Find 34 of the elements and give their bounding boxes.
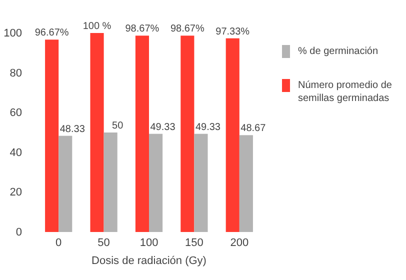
x-tick-label: 200 [230,236,249,249]
bar [239,135,253,232]
y-tick-label: 0 [16,226,22,239]
data-label: 49.33 [195,122,221,133]
bar [180,36,194,232]
bar [58,136,72,232]
y-tick-label: 100 [4,28,22,40]
x-tick-label: 50 [98,236,110,249]
y-tick-label: 80 [10,67,22,80]
bar [149,134,163,232]
legend-label: Número promedio de semillas germinadas [298,80,392,104]
x-tick-label: 150 [185,236,204,249]
bar [226,38,240,232]
bar [104,132,118,232]
bar [135,36,149,232]
data-label: 98.67% [125,24,160,35]
data-label: 49.33 [150,122,176,133]
bar [194,134,208,232]
legend-label: % de germinación [298,46,378,57]
data-label: 100 % [82,21,112,32]
y-tick-label: 20 [10,186,22,199]
x-tick-label: 0 [56,236,62,249]
x-axis-title: Dosis de radiación (Gy) [92,255,206,267]
data-label: 97.33% [216,26,250,38]
bar [90,33,104,232]
y-tick-label: 60 [10,107,22,120]
data-label: 48.33 [60,124,86,135]
data-label: 96.67% [34,28,69,39]
data-label: 50 [112,120,124,132]
x-tick-label: 100 [140,236,158,249]
data-label: 48.67 [240,123,266,134]
y-tick-label: 40 [10,146,22,159]
bar [45,40,59,232]
data-label: 98.67% [170,24,204,35]
